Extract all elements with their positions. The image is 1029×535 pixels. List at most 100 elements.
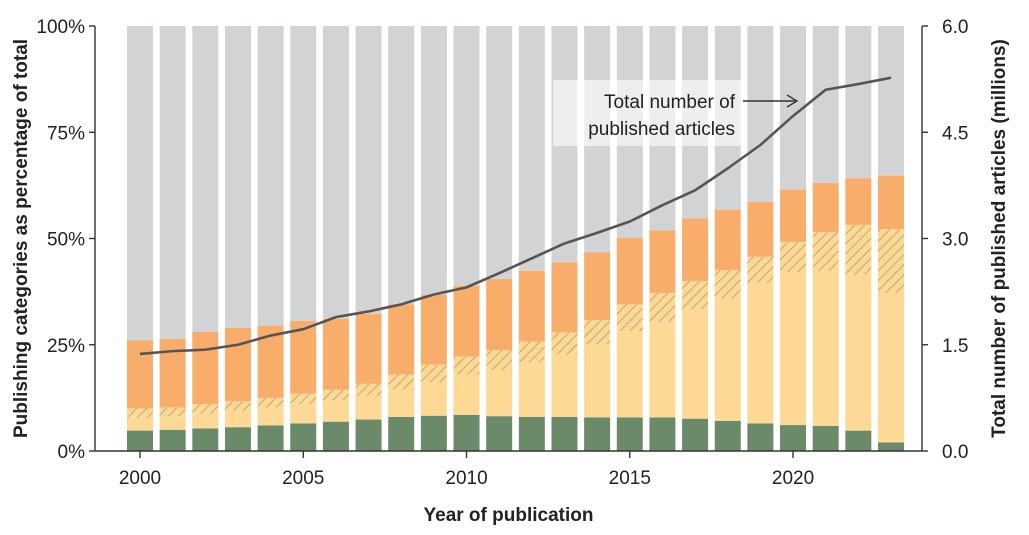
bar-2009-segment-4 [420, 26, 447, 296]
bar-2023-segment-0 [878, 442, 904, 451]
bar-2022-segment-4 [845, 26, 872, 179]
bar-2008-segment-4 [388, 26, 415, 305]
bar-2006-segment-0 [322, 421, 349, 451]
bar-2016-segment-2 [649, 292, 676, 322]
bar-2003-segment-2 [224, 401, 251, 412]
bar-2006-segment-2 [322, 389, 349, 401]
bar-2002-segment-4 [192, 26, 219, 332]
bar-2019-segment-1 [747, 283, 774, 424]
bar-2003-segment-3 [224, 327, 251, 402]
bar-2021-segment-3 [812, 182, 839, 233]
bar-2007-segment-3 [355, 313, 382, 384]
bar-2013-segment-3 [551, 262, 578, 333]
bar-2017-segment-0 [682, 418, 709, 451]
bar-2001-segment-1 [159, 416, 186, 430]
bar-2005-segment-4 [290, 26, 317, 321]
y-left-tick-label-2: 50% [47, 230, 85, 251]
bar-2022-segment-2 [845, 224, 872, 275]
y-right-tick-label-2: 3.0 [942, 230, 968, 251]
bar-2005-segment-1 [290, 404, 317, 424]
bar-2000-segment-0 [127, 430, 153, 451]
x-tick-label-2020: 2020 [772, 468, 814, 489]
axes: 0% 25% 50% 75% 100% 0.0 1.5 3.0 4.5 6.0 2000 2005 20… [36, 17, 968, 489]
bar-2014-segment-0 [584, 417, 611, 451]
x-axis-label: Year of publication [424, 505, 594, 526]
bar-2004-segment-2 [257, 397, 284, 408]
bar-2004-segment-4 [257, 26, 284, 326]
bar-2017-segment-1 [682, 309, 709, 419]
bar-2015-segment-3 [616, 238, 643, 305]
y-right-tick-label-3: 4.5 [942, 123, 968, 144]
bar-2005-segment-3 [290, 320, 317, 394]
bar-2000-segment-2 [127, 408, 153, 418]
bar-2022-segment-1 [845, 274, 872, 431]
bar-2008-segment-1 [388, 389, 415, 418]
bar-2015-segment-0 [616, 417, 643, 451]
bar-2018-segment-2 [714, 269, 741, 299]
bar-2006-segment-3 [322, 318, 349, 390]
y-left-tick-label-3: 75% [47, 123, 85, 144]
bar-2011-segment-1 [486, 370, 513, 417]
bar-2010-segment-1 [453, 374, 480, 415]
bar-2012-segment-2 [518, 341, 545, 363]
bar-2019-segment-0 [747, 423, 774, 452]
y-left-tick-label-1: 25% [47, 336, 85, 357]
bar-2017-segment-2 [682, 281, 709, 310]
x-tick-label-2000: 2000 [119, 468, 161, 489]
bar-2004-segment-1 [257, 407, 284, 426]
bar-2011-segment-2 [486, 350, 513, 371]
y-axis-right-label: Total number of published articles (mill… [989, 39, 1010, 438]
bar-2010-segment-4 [453, 26, 480, 286]
bar-2002-segment-3 [192, 332, 219, 405]
bar-2020-segment-2 [780, 241, 807, 273]
bar-2022-segment-3 [845, 178, 872, 225]
bar-2020-segment-0 [780, 425, 807, 451]
bar-2018-segment-1 [714, 298, 741, 421]
total-articles-line [139, 76, 892, 356]
bar-2013-segment-2 [551, 332, 578, 355]
bar-2005-segment-2 [290, 393, 317, 405]
bar-2016-segment-0 [649, 417, 676, 451]
bar-2020-segment-3 [780, 189, 807, 242]
bar-2023-segment-2 [878, 229, 904, 293]
bar-2000-segment-1 [127, 417, 153, 431]
bar-2013-segment-1 [551, 354, 578, 417]
bar-2004-segment-0 [257, 425, 284, 451]
bar-2009-segment-3 [420, 295, 447, 365]
bar-2001-segment-2 [159, 407, 186, 417]
bar-2017-segment-3 [682, 218, 709, 281]
bar-2005-segment-0 [290, 423, 317, 452]
bar-2021-segment-1 [812, 270, 839, 426]
bar-2003-segment-1 [224, 411, 251, 428]
bar-2009-segment-2 [420, 364, 447, 383]
bar-2009-segment-0 [420, 415, 447, 451]
annotation-background [553, 80, 741, 146]
bar-2015-segment-1 [616, 331, 643, 418]
bar-2001-segment-3 [159, 338, 186, 408]
bar-2002-segment-1 [192, 413, 219, 429]
bar-2013-segment-0 [551, 417, 578, 451]
bar-2016-segment-1 [649, 321, 676, 418]
bar-2012-segment-1 [518, 362, 545, 417]
axis-labels: Year of publication Publishing categories… [11, 39, 1010, 526]
bar-2006-segment-1 [322, 400, 349, 422]
bar-stacks [127, 26, 904, 452]
bar-2008-segment-2 [388, 374, 415, 390]
x-tick-label-2010: 2010 [445, 468, 487, 489]
y-left-tick-label-0: 0% [58, 442, 86, 463]
y-right-tick-label-1: 1.5 [942, 336, 968, 357]
bar-2014-segment-3 [584, 252, 611, 321]
bar-2019-segment-3 [747, 201, 774, 257]
bar-2023-segment-4 [878, 26, 904, 176]
annotation-line-2: published articles [588, 119, 735, 140]
x-tick-label-2015: 2015 [609, 468, 651, 489]
bar-2018-segment-3 [714, 209, 741, 270]
y-axis-left-label: Publishing categories as percentage of t… [11, 39, 32, 438]
bar-2008-segment-3 [388, 304, 415, 375]
y-left-tick-label-4: 100% [36, 17, 85, 38]
bar-2007-segment-2 [355, 383, 382, 396]
bar-2020-segment-1 [780, 272, 807, 426]
bar-2023-segment-1 [878, 292, 904, 443]
annotation-group: Total number of published articles [553, 80, 799, 146]
